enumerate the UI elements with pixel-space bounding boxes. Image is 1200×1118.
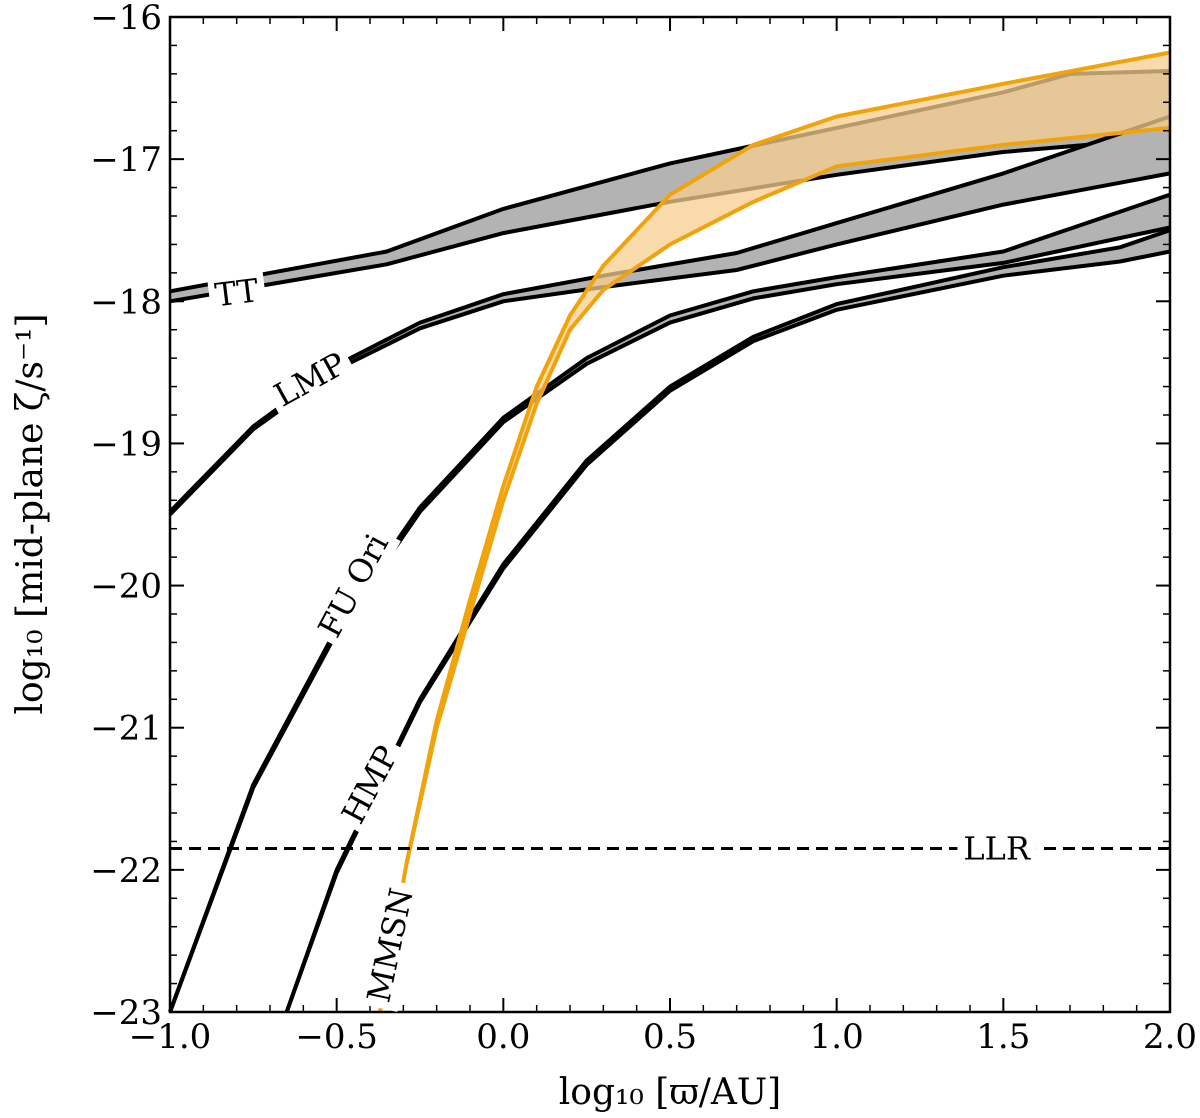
band-fill-mmsn bbox=[406, 52, 1170, 863]
y-tick-label: −18 bbox=[90, 282, 162, 322]
curve-label-text: TT bbox=[213, 271, 261, 314]
band-lower-line-fu-ori bbox=[168, 225, 1171, 1013]
y-tick-label: −17 bbox=[90, 140, 162, 180]
x-tick-label: 0.0 bbox=[476, 1017, 530, 1057]
y-tick-label: −19 bbox=[90, 424, 162, 464]
y-tick-label: −23 bbox=[90, 993, 162, 1033]
x-tick-label: −1.0 bbox=[129, 1017, 212, 1057]
curve-label-bg bbox=[206, 268, 268, 318]
curve-label-llr: LLR bbox=[957, 827, 1037, 870]
y-axis-label: log₁₀ [mid-plane ζ/s⁻¹] bbox=[10, 314, 51, 715]
band-lower-line-mmsn bbox=[404, 125, 1171, 864]
curve-label-bg bbox=[329, 733, 411, 837]
x-tick-label: 0.5 bbox=[643, 1017, 697, 1057]
x-axis-label: log₁₀ [ϖ/AU] bbox=[559, 1072, 781, 1113]
y-tick-label: −20 bbox=[90, 567, 162, 607]
band-upper-line-mmsn bbox=[404, 50, 1171, 864]
x-tick-label: 2.0 bbox=[1143, 1017, 1197, 1057]
curve-label-bg bbox=[261, 339, 359, 420]
curve-label-text: LLR bbox=[963, 830, 1030, 868]
curve-label-bg bbox=[305, 521, 401, 650]
x-tick-label: 1.0 bbox=[810, 1017, 864, 1057]
x-tick-label: 1.5 bbox=[976, 1017, 1030, 1057]
y-tick-label: −22 bbox=[90, 851, 162, 891]
y-tick-label: −21 bbox=[90, 709, 162, 749]
x-tick-label: −0.5 bbox=[295, 1017, 378, 1057]
y-tick-label: −16 bbox=[90, 0, 162, 38]
tick-labels-layer: −1.0 −0.5 0.0 0.5 1.0 1.5 2.0 −23 −22 −21 −20 −19 −1… bbox=[90, 0, 1197, 1057]
curve-label-bg bbox=[356, 878, 424, 1012]
plot-border bbox=[168, 15, 1172, 1014]
curve-label-tt: TT bbox=[206, 268, 268, 318]
curve-label-bg bbox=[957, 827, 1037, 870]
band-fill-lmp bbox=[170, 116, 1170, 515]
series-layer bbox=[168, 50, 1171, 1013]
